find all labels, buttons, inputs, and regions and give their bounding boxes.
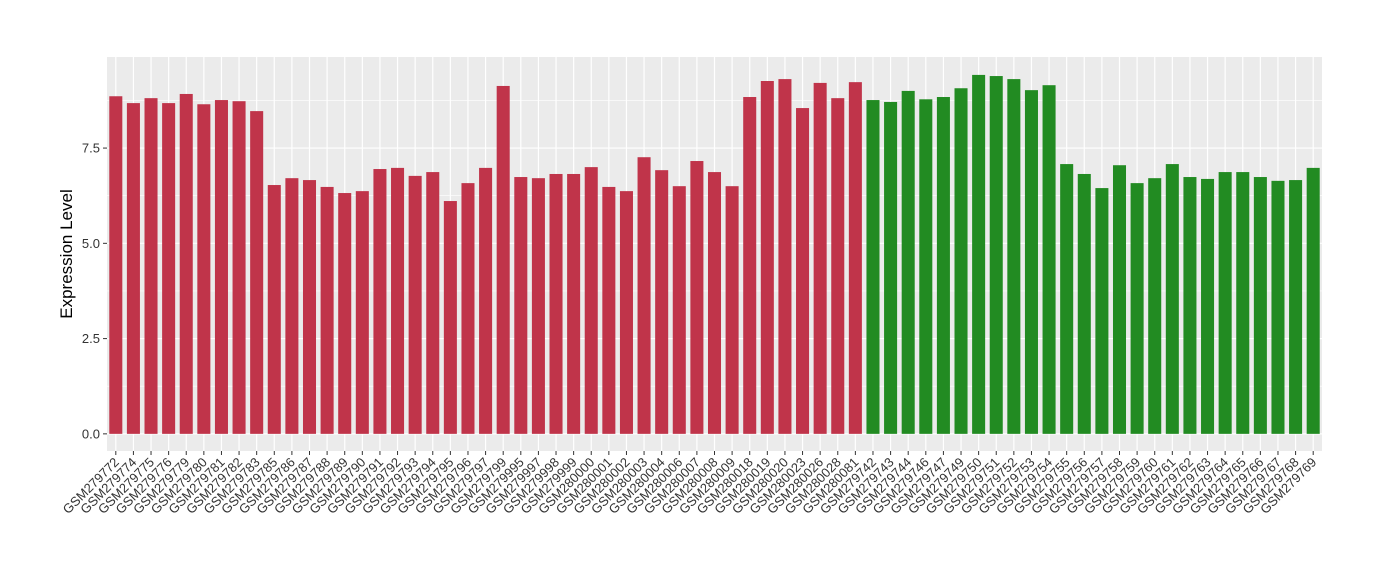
- bar: [1165, 164, 1179, 434]
- bar: [214, 100, 228, 434]
- bar: [355, 191, 369, 434]
- bar: [743, 97, 757, 434]
- bar: [408, 175, 422, 434]
- bar: [1183, 177, 1197, 434]
- bar: [302, 180, 317, 434]
- bar: [285, 178, 299, 434]
- bar: [338, 193, 352, 434]
- bar: [1024, 90, 1038, 434]
- bar: [672, 186, 686, 434]
- bar: [1007, 79, 1021, 434]
- bar: [126, 103, 140, 434]
- bar: [866, 100, 880, 434]
- bar: [549, 173, 563, 434]
- bar: [426, 172, 440, 434]
- bar: [831, 98, 845, 434]
- y-tick-label: 2.5: [82, 331, 100, 346]
- bar: [391, 167, 405, 434]
- bar: [707, 172, 722, 434]
- bar: [479, 167, 493, 434]
- bar: [637, 157, 651, 434]
- bar: [162, 103, 176, 434]
- y-tick-label: 7.5: [82, 141, 100, 156]
- bar: [584, 167, 598, 434]
- bar: [796, 108, 810, 434]
- bar: [655, 170, 669, 434]
- bar: [1218, 172, 1232, 434]
- bar: [179, 93, 193, 434]
- bar: [725, 186, 739, 434]
- bar: [567, 173, 581, 434]
- bar: [1289, 180, 1303, 434]
- bar: [461, 183, 475, 434]
- bar: [197, 104, 211, 434]
- bar: [373, 169, 387, 434]
- bar: [1306, 167, 1320, 434]
- bar: [496, 85, 510, 434]
- bar: [690, 161, 704, 434]
- bar: [267, 185, 281, 434]
- bar: [954, 88, 968, 434]
- bar: [144, 98, 158, 434]
- bar: [1042, 85, 1056, 434]
- bar: [602, 186, 616, 434]
- bar: [250, 111, 264, 434]
- bar: [848, 82, 862, 434]
- bar: [619, 191, 633, 434]
- bar: [1060, 164, 1074, 434]
- bar: [1236, 172, 1250, 434]
- bar: [919, 99, 933, 434]
- bar: [1253, 177, 1267, 434]
- bar: [1112, 165, 1127, 434]
- bar: [531, 178, 545, 434]
- bar: [232, 101, 246, 434]
- bar: [1095, 188, 1109, 434]
- bar: [1077, 173, 1091, 434]
- bar: [972, 74, 986, 434]
- bar: [884, 101, 898, 434]
- y-tick-label: 5.0: [82, 236, 100, 251]
- bar: [320, 186, 334, 434]
- bar: [1130, 183, 1144, 434]
- bar: [514, 177, 528, 434]
- bar: [443, 201, 457, 434]
- bar: [1148, 178, 1162, 434]
- bar: [760, 81, 774, 434]
- bar: [901, 90, 915, 434]
- bar: [109, 96, 123, 434]
- bar: [778, 79, 792, 434]
- bar: [936, 97, 950, 434]
- bar: [813, 82, 827, 434]
- bar: [1271, 180, 1285, 434]
- y-axis-label: Expression Level: [57, 189, 76, 318]
- y-tick-label: 0.0: [82, 426, 100, 441]
- bar: [989, 76, 1003, 434]
- bar: [1201, 178, 1215, 434]
